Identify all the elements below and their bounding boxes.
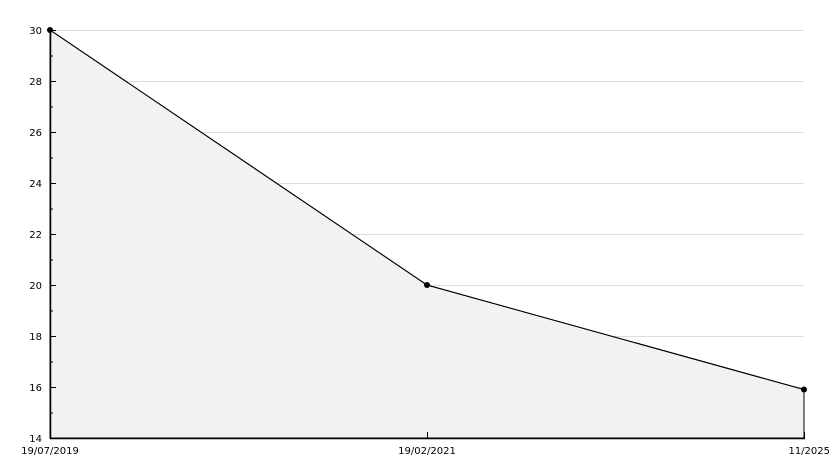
y-tick-label: 26 — [29, 128, 42, 139]
x-tick-label: 19/07/2019 — [21, 446, 79, 457]
data-point — [801, 386, 807, 393]
x-tick-label: 11/2025 — [788, 446, 830, 457]
y-tick-label: 22 — [29, 230, 42, 241]
y-tick-label: 18 — [29, 332, 42, 343]
data-point — [424, 282, 430, 288]
y-tick-label: 24 — [29, 179, 42, 190]
data-points — [47, 27, 807, 393]
x-tick-label: 19/02/2021 — [398, 446, 456, 457]
x-tick-labels: 19/07/2019 19/02/2021 11/2025 — [21, 446, 830, 457]
y-tick-label: 14 — [29, 434, 42, 445]
y-tick-label: 20 — [29, 281, 42, 292]
y-tick-labels: 14 16 18 20 22 24 26 28 30 — [29, 26, 42, 445]
axes — [49, 30, 805, 440]
y-tick-label: 28 — [29, 77, 42, 88]
y-tick-label: 16 — [29, 383, 42, 394]
y-tick-label: 30 — [29, 26, 42, 37]
